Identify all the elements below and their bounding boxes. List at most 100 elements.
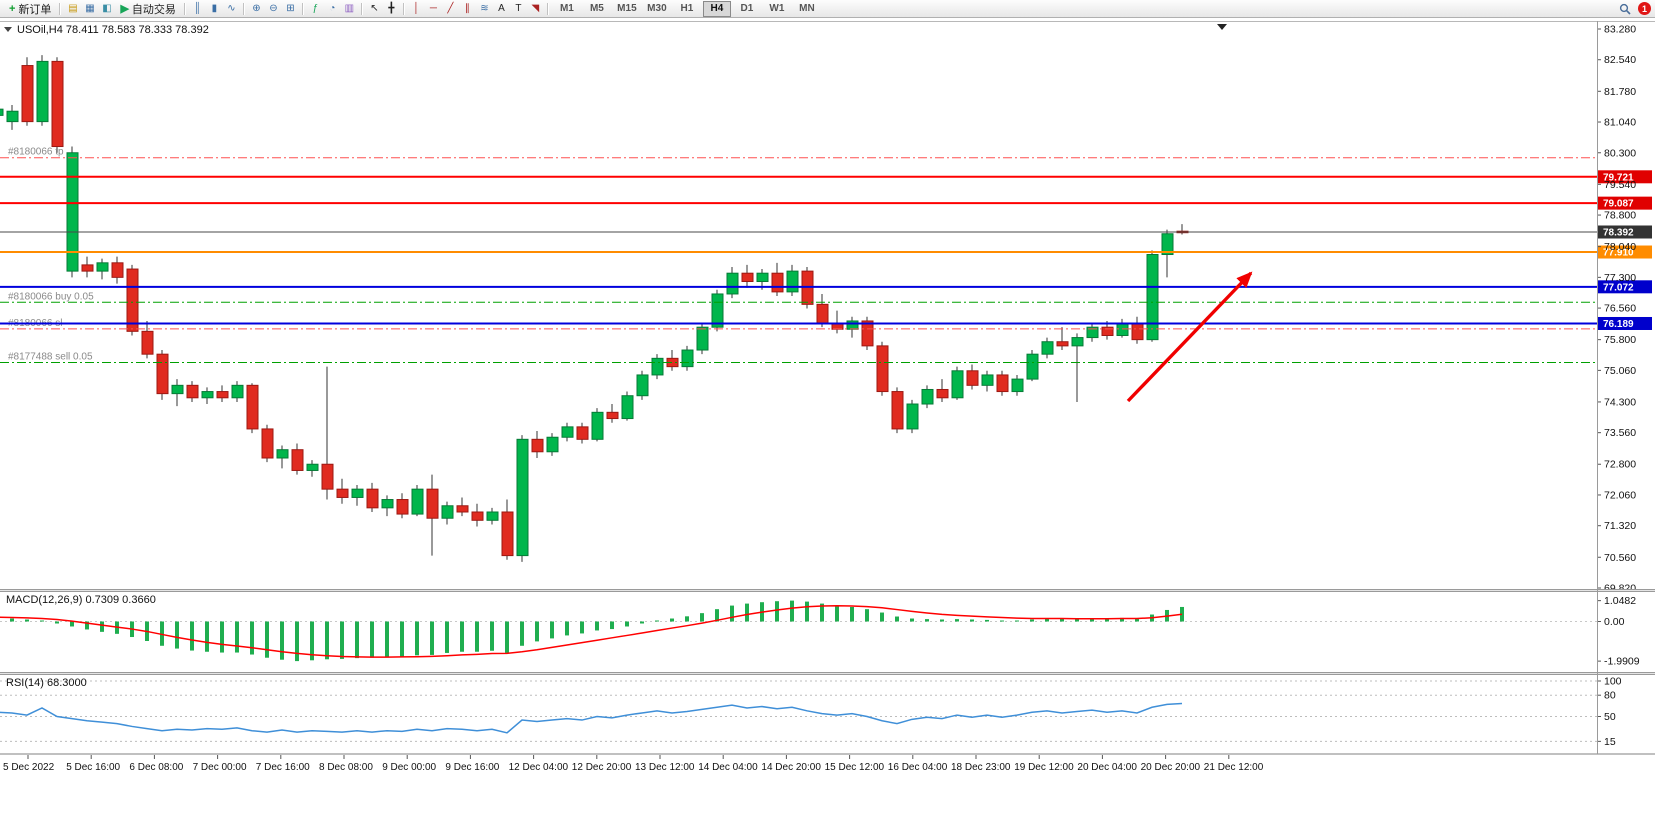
timeframe-button-h1[interactable]: H1 xyxy=(680,2,694,14)
candle xyxy=(81,256,94,278)
notification-badge[interactable]: 1 xyxy=(1638,2,1651,15)
candlestick-chart-button[interactable]: ▮ xyxy=(211,2,218,14)
time-axis-label: 14 Dec 04:00 xyxy=(698,762,758,773)
main-macd-separator[interactable] xyxy=(0,589,1655,592)
candle xyxy=(891,387,904,434)
candle xyxy=(966,364,979,390)
timeframe-button-m30[interactable]: M30 xyxy=(647,2,667,14)
horizontal-line-button[interactable]: ─ xyxy=(429,2,437,14)
crosshair-button[interactable]: ╋ xyxy=(388,2,395,14)
toolbar-separator xyxy=(546,2,549,15)
price-axis-label: 70.560 xyxy=(1604,552,1636,564)
new-order-button[interactable]: + 新订单 xyxy=(4,1,56,16)
auto-trading-button-label: 自动交易 xyxy=(131,3,176,16)
zoom-out-button[interactable]: ⊖ xyxy=(269,2,278,14)
timeframe-button-m15[interactable]: M15 xyxy=(617,2,637,14)
candle xyxy=(606,404,619,423)
text-button[interactable]: A xyxy=(498,2,505,14)
auto-trading-button[interactable]: ▶ 自动交易 xyxy=(115,1,180,16)
price-axis-label: 73.560 xyxy=(1604,427,1636,439)
candle xyxy=(366,482,379,512)
trend-arrow[interactable] xyxy=(1126,271,1253,403)
candle xyxy=(621,391,634,421)
candle xyxy=(516,435,529,562)
timeframe-button-d1[interactable]: D1 xyxy=(740,2,754,14)
candle xyxy=(456,497,469,517)
candle xyxy=(171,379,184,407)
zoom-in-button[interactable]: ⊕ xyxy=(252,2,261,14)
auto-trading-icon: ▶ xyxy=(120,3,129,15)
channel-button[interactable]: ∥ xyxy=(464,2,470,14)
tp-order-line-label: #8180066 tp xyxy=(8,147,64,158)
rsi-axis-label: 80 xyxy=(1604,690,1616,702)
support-line-1-price-badge xyxy=(1598,280,1652,294)
timeframe-button-m5[interactable]: M5 xyxy=(589,2,604,14)
candle xyxy=(951,366,964,400)
time-axis-label: 20 Dec 04:00 xyxy=(1077,762,1137,773)
toolbar-separator xyxy=(402,2,405,15)
timeframe-button-m1[interactable]: M1 xyxy=(559,2,574,14)
tile-windows-button[interactable]: ⊞ xyxy=(286,2,295,14)
candle xyxy=(501,499,514,560)
chart-shift-marker[interactable] xyxy=(1217,24,1227,30)
candle xyxy=(426,474,439,556)
indicators-button[interactable]: ƒ xyxy=(312,2,319,14)
macd-rsi-separator[interactable] xyxy=(0,672,1655,675)
time-axis-label: 18 Dec 23:00 xyxy=(951,762,1011,773)
search-icon[interactable] xyxy=(1616,1,1633,16)
new-order-icon: + xyxy=(9,2,16,15)
candle xyxy=(276,445,289,469)
cursor-button[interactable]: ↖ xyxy=(370,2,379,14)
candle xyxy=(771,262,784,297)
buy-order-line-label: #8180066 buy 0.05 xyxy=(8,291,94,302)
timeframe-button-mn[interactable]: MN xyxy=(799,2,815,14)
navigator-button[interactable]: ◧ xyxy=(102,2,112,14)
shapes-button[interactable]: ◥ xyxy=(531,2,540,14)
current-price-line-price-badge xyxy=(1598,225,1652,239)
chart-title: USOil,H4 78.411 78.583 78.333 78.392 xyxy=(17,24,209,36)
label-button[interactable]: T xyxy=(515,2,522,14)
candle xyxy=(681,345,694,371)
candle xyxy=(711,289,724,332)
bar-chart-button[interactable]: ║ xyxy=(193,2,201,14)
candle xyxy=(411,484,424,517)
macd-signal-line xyxy=(0,605,1183,658)
candle xyxy=(66,146,79,278)
time-axis-label: 9 Dec 00:00 xyxy=(382,762,436,773)
time-axis[interactable]: 5 Dec 2022 5 Dec 16:00 6 Dec 08:00 7 Dec 00… xyxy=(3,755,1264,773)
rsi-pane[interactable]: 100 80 50 15 xyxy=(0,676,1622,748)
candle xyxy=(201,387,214,405)
candle xyxy=(441,501,454,525)
periods-button[interactable]: ◔ xyxy=(329,2,336,14)
time-axis-label: 5 Dec 2022 xyxy=(3,762,55,773)
time-axis-label: 20 Dec 20:00 xyxy=(1141,762,1201,773)
price-axis-label: 76.560 xyxy=(1604,303,1636,315)
fibonacci-button[interactable]: ≋ xyxy=(480,2,489,14)
candle xyxy=(936,379,949,402)
data-window-button[interactable]: ▦ xyxy=(85,2,95,14)
market-watch-button[interactable]: ▤ xyxy=(68,2,78,14)
trendline-button[interactable]: ╱ xyxy=(447,2,454,14)
time-axis-label: 6 Dec 08:00 xyxy=(129,762,183,773)
price-axis-label: 75.800 xyxy=(1604,334,1636,346)
candle xyxy=(231,381,244,402)
main-chart-pane[interactable]: #8180066 tp#8180066 buy 0.05#8180066 sl#… xyxy=(0,55,1597,562)
rsi-axis-label: 100 xyxy=(1604,676,1622,688)
candle xyxy=(0,108,4,116)
candle xyxy=(546,433,559,456)
rsi-axis-label: 15 xyxy=(1604,736,1616,748)
collapse-arrow-icon[interactable] xyxy=(4,27,12,32)
candle xyxy=(6,104,19,130)
candle xyxy=(651,354,664,380)
timeframe-button-h4[interactable]: H4 xyxy=(702,0,731,17)
timeframe-button-w1[interactable]: W1 xyxy=(769,2,785,14)
candle xyxy=(696,323,709,355)
price-axis-label: 83.280 xyxy=(1604,24,1636,36)
vertical-line-button[interactable]: │ xyxy=(413,2,420,14)
support-line-2-price-badge xyxy=(1598,316,1652,330)
line-chart-button[interactable]: ∿ xyxy=(227,2,236,14)
toolbar-separator xyxy=(183,2,186,15)
templates-button[interactable]: ▥ xyxy=(344,2,355,14)
macd-pane[interactable]: 1.0482 0.00 -1.9909 xyxy=(0,595,1640,668)
